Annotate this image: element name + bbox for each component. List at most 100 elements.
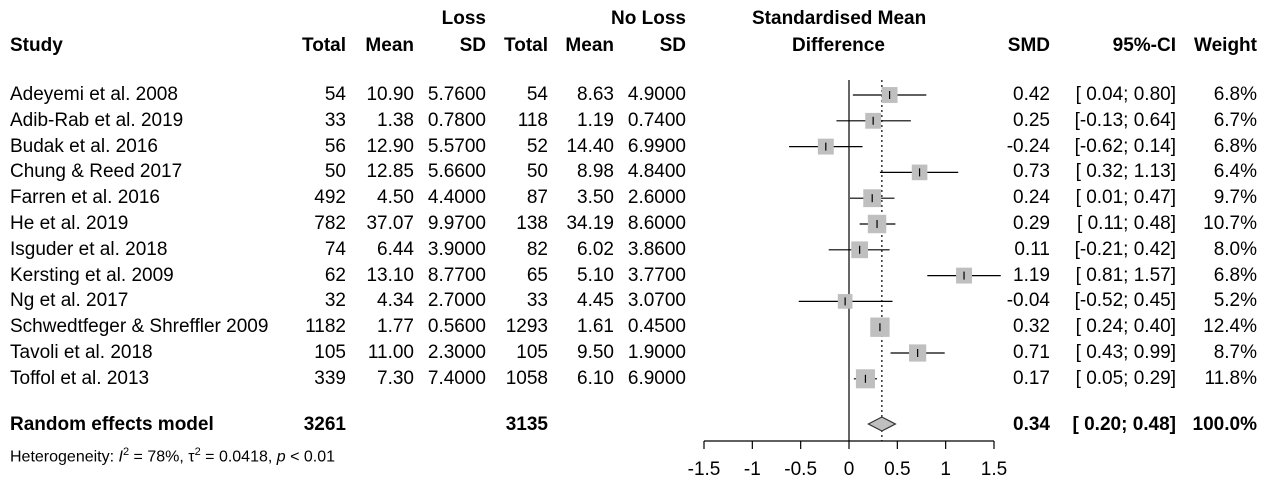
- p-value: < 0.01: [285, 448, 336, 466]
- loss-total: 105: [314, 342, 346, 363]
- header-noloss-total: Total: [504, 35, 548, 56]
- ci-value: [ 0.04; 0.80]: [1075, 84, 1176, 105]
- header-smd: SMD: [1007, 35, 1050, 56]
- weight-value: 6.4%: [1213, 161, 1257, 183]
- x-tick-label: -0.5: [784, 459, 817, 480]
- loss-mean: 12.90: [366, 135, 414, 157]
- study-name: Chung & Reed 2017: [10, 161, 183, 183]
- noloss-mean: 34.19: [566, 213, 614, 234]
- header-loss-total: Total: [302, 35, 346, 56]
- loss-mean: 4.34: [377, 290, 414, 312]
- study-name: Farren et al. 2016: [10, 187, 160, 209]
- noloss-sd: 1.9000: [627, 342, 686, 363]
- noloss-total: 138: [516, 213, 548, 234]
- loss-total: 74: [324, 238, 346, 260]
- loss-total: 1182: [305, 316, 346, 338]
- x-tick-label: -1.5: [688, 459, 721, 480]
- noloss-total: 105: [516, 342, 548, 363]
- i2-symbol: I: [118, 448, 123, 466]
- weight-value: 6.8%: [1213, 264, 1257, 286]
- header-loss-mean: Mean: [365, 35, 414, 56]
- noloss-sd: 3.7700: [627, 264, 686, 286]
- smd-value: 0.42: [1013, 84, 1050, 105]
- loss-sd: 5.7600: [427, 84, 486, 105]
- noloss-total: 54: [526, 84, 548, 105]
- weight-value: 5.2%: [1213, 290, 1257, 312]
- smd-value: 0.73: [1013, 161, 1050, 183]
- noloss-total: 52: [526, 135, 548, 157]
- loss-mean: 4.50: [377, 187, 414, 209]
- study-name: Budak et al. 2016: [10, 135, 158, 157]
- pooled-diamond: [867, 416, 897, 432]
- noloss-mean: 5.10: [577, 264, 614, 286]
- loss-total: 492: [314, 187, 346, 209]
- i2-sup: 2: [122, 446, 130, 458]
- smd-value: -0.04: [1006, 290, 1050, 312]
- noloss-mean: 1.19: [577, 109, 614, 131]
- loss-total: 62: [324, 264, 346, 286]
- loss-sd: 7.4000: [427, 367, 486, 389]
- smd-value: -0.24: [1006, 135, 1050, 157]
- header-effect-line1: Standardised Mean: [752, 8, 927, 29]
- heterogeneity-prefix: Heterogeneity:: [10, 448, 119, 466]
- noloss-sd: 4.8400: [627, 161, 686, 183]
- x-tick-label: 1: [940, 459, 951, 480]
- loss-mean: 6.44: [377, 238, 414, 260]
- ci-value: [ 0.05; 0.29]: [1075, 367, 1176, 389]
- loss-total: 54: [324, 84, 346, 105]
- noloss-mean: 3.50: [577, 187, 614, 209]
- header-noloss-group: No Loss: [611, 8, 686, 29]
- ci-value: [-0.62; 0.14]: [1074, 135, 1176, 157]
- loss-sd: 4.4000: [427, 187, 486, 209]
- loss-total: 33: [324, 109, 346, 131]
- ci-value: [ 0.01; 0.47]: [1075, 187, 1176, 209]
- loss-mean: 7.30: [377, 367, 414, 389]
- loss-sd: 8.7700: [427, 264, 486, 286]
- noloss-mean: 14.40: [566, 135, 614, 157]
- summary-loss-total: 3261: [303, 414, 346, 435]
- ci-value: [ 0.11; 0.48]: [1077, 213, 1176, 234]
- noloss-sd: 0.7400: [627, 109, 686, 131]
- loss-sd: 2.3000: [427, 342, 486, 363]
- smd-value: 0.24: [1013, 187, 1050, 209]
- weight-value: 8.0%: [1213, 238, 1257, 260]
- smd-value: 0.29: [1013, 213, 1050, 234]
- noloss-mean: 8.98: [577, 161, 614, 183]
- ci-value: [ 0.24; 0.40]: [1075, 316, 1176, 338]
- summary-noloss-total: 3135: [505, 414, 548, 435]
- header-study: Study: [10, 35, 63, 56]
- weight-value: 12.4%: [1203, 316, 1257, 338]
- loss-sd: 0.5600: [427, 316, 486, 338]
- weight-value: 11.8%: [1204, 367, 1257, 389]
- smd-value: 0.25: [1013, 109, 1050, 131]
- noloss-sd: 4.9000: [627, 84, 686, 105]
- loss-mean: 10.90: [366, 84, 414, 105]
- header-weight: Weight: [1194, 35, 1257, 56]
- study-name: Adib-Rab et al. 2019: [10, 109, 184, 131]
- study-name: Adeyemi et al. 2008: [10, 84, 178, 105]
- ci-value: [-0.13; 0.64]: [1074, 109, 1176, 131]
- study-name: Ng et al. 2017: [10, 290, 129, 312]
- loss-sd: 9.9700: [427, 213, 486, 234]
- noloss-sd: 0.4500: [627, 316, 686, 338]
- noloss-total: 1058: [505, 367, 548, 389]
- noloss-mean: 6.10: [577, 367, 614, 389]
- x-tick-label: 1.5: [981, 459, 1007, 480]
- summary-label: Random effects model: [10, 414, 214, 435]
- smd-value: 0.17: [1013, 367, 1050, 389]
- noloss-mean: 9.50: [577, 342, 614, 363]
- loss-mean: 11.00: [367, 342, 414, 363]
- noloss-total: 33: [526, 290, 548, 312]
- loss-mean: 13.10: [366, 264, 414, 286]
- noloss-sd: 6.9900: [627, 135, 686, 157]
- loss-sd: 0.7800: [427, 109, 486, 131]
- noloss-mean: 4.45: [577, 290, 614, 312]
- noloss-mean: 1.61: [577, 316, 614, 338]
- loss-sd: 3.9000: [427, 238, 486, 260]
- header-noloss-sd: SD: [659, 35, 686, 56]
- noloss-sd: 2.6000: [627, 187, 686, 209]
- ci-value: [-0.21; 0.42]: [1074, 238, 1176, 260]
- loss-sd: 5.6600: [427, 161, 486, 183]
- noloss-total: 50: [526, 161, 548, 183]
